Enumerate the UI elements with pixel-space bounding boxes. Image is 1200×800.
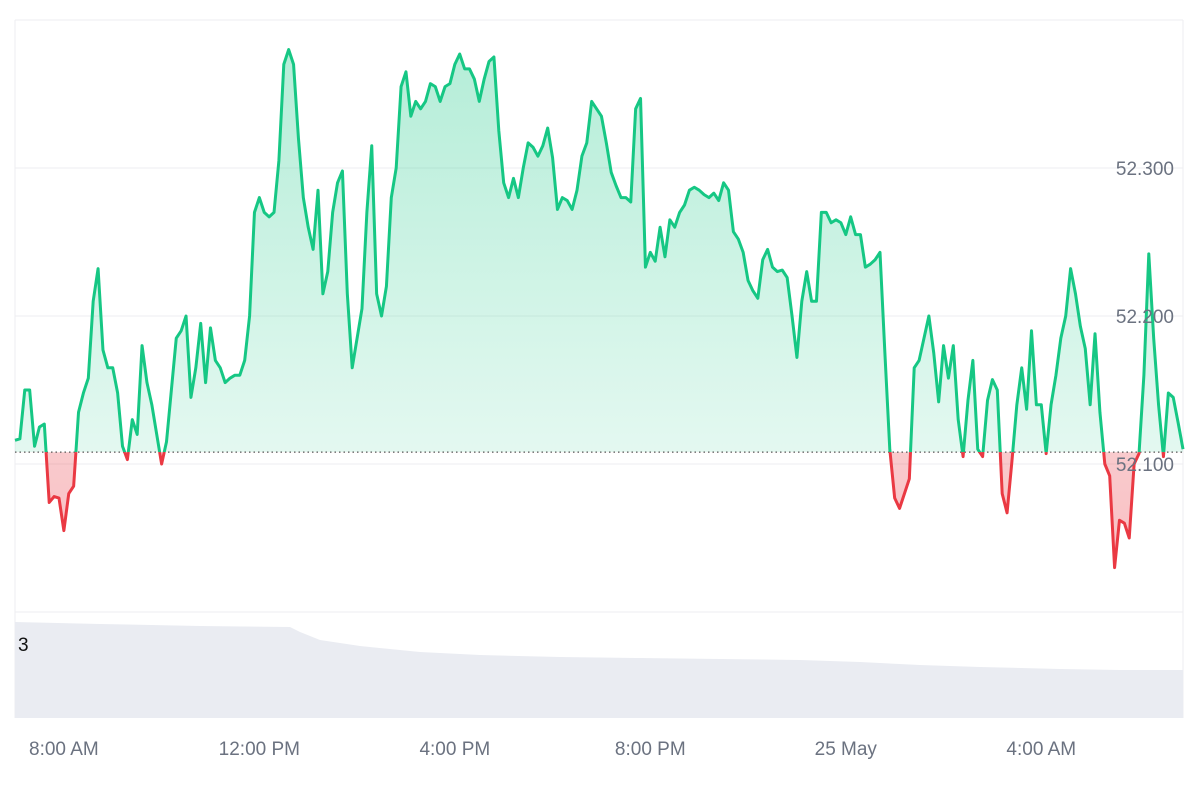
x-tick-label: 25 May: [815, 739, 878, 760]
x-tick-label: 8:00 PM: [615, 739, 686, 760]
area-above-baseline: [15, 49, 1183, 453]
price-area: [15, 49, 1183, 568]
x-tick-label: 4:00 AM: [1006, 739, 1076, 760]
price-line: [14, 48, 1185, 570]
x-tick-label: 8:00 AM: [29, 739, 99, 760]
x-axis-ticks: 8:00 AM 12:00 PM 4:00 PM 8:00 PM 25 May 4:00 …: [29, 739, 1076, 760]
y-tick-label: 52.100: [1116, 455, 1174, 476]
y-tick-label: 52.300: [1116, 159, 1174, 180]
y-tick-label: 52.200: [1116, 307, 1174, 328]
x-tick-label: 12:00 PM: [219, 739, 300, 760]
volume-fill: [15, 622, 1183, 718]
x-tick-label: 4:00 PM: [419, 739, 490, 760]
volume-axis-label: 3: [18, 635, 29, 656]
price-line-up: [14, 48, 1185, 453]
volume-area: [15, 622, 1183, 718]
y-axis-ticks: 52.300 52.200 52.100: [1116, 159, 1174, 476]
